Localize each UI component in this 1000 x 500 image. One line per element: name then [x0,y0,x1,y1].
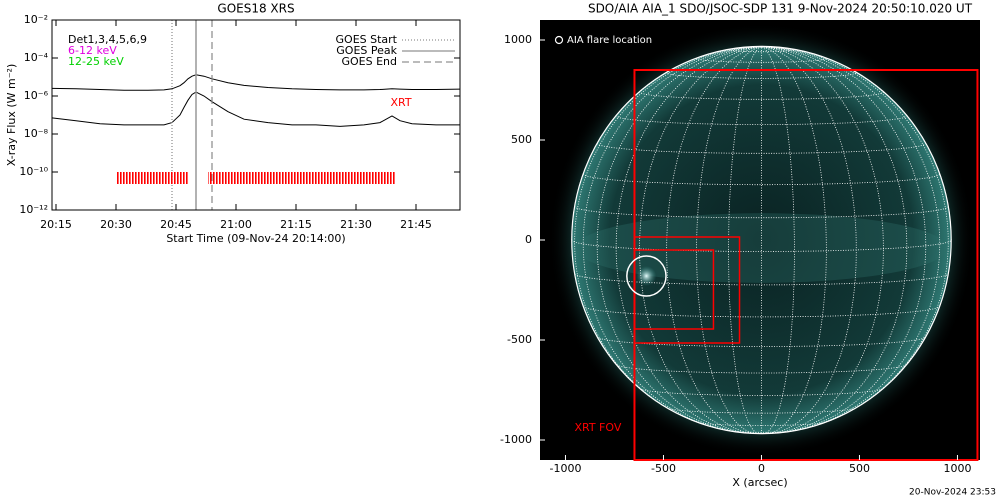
longitude-line [574,46,762,423]
x-axis-label: Start Time (09-Nov-24 20:14:00) [166,232,345,245]
x-tick-label: 21:00 [220,218,252,231]
longitude-line [728,46,762,434]
longitude-line [582,46,762,432]
fov-box [633,249,715,330]
longitude-line [615,46,762,433]
channel-label: 6-12 keV [68,44,117,57]
x-tick-label: -1000 [549,462,581,475]
latitude-line [571,239,952,252]
channel-label: 12-25 keV [68,55,124,68]
solar-limb [571,45,952,435]
solar-image [548,23,974,457]
latitude-line [597,336,926,347]
y-tick-label: 10⁻⁸ [24,127,49,140]
xrt-observation [208,172,396,184]
longitude-line [761,46,908,433]
plot-frame [51,19,461,211]
y-tick-label: 10⁻² [24,13,48,26]
channel-label: Det1,3,4,5,6,9 [68,33,147,46]
fov-label: XRT FOV [574,421,621,434]
longitude-line [639,46,762,434]
x-tick-label: -500 [651,462,676,475]
x-axis-label: X (arcsec) [732,476,787,489]
x-tick-label: 21:30 [340,218,372,231]
chart-title: SDO/AIA AIA_1 SDO/JSOC-SDP 131 9-Nov-202… [588,2,973,16]
flare-legend-label: AIA flare location [567,35,652,46]
x-tick-label: 20:30 [100,218,132,231]
chart-title: GOES18 XRS [217,2,294,16]
longitude-line [696,46,762,434]
legend-symbol [554,35,564,45]
longitude-line [761,46,795,434]
y-tick-label: 10⁻¹² [19,203,48,216]
latitude-line [574,273,949,286]
xrt-label: XRT [390,96,411,109]
y-tick-label: 1000 [504,33,532,46]
flare-marker [626,255,667,297]
latitude-line [639,91,884,100]
legend-label: GOES Start [336,33,398,46]
y-tick-label: 0 [525,233,532,246]
longitude-line [761,46,827,434]
x-tick-label: 21:45 [400,218,432,231]
legend-label: GOES End [341,55,397,68]
longitude-line [761,46,941,432]
latitude-line [696,57,827,63]
x-tick-label: 1000 [943,462,971,475]
flare-glow [636,266,657,286]
legend-label: GOES Peak [336,44,397,57]
y-tick-label: 500 [511,133,532,146]
latitude-line [727,49,795,53]
y-axis-label: X-ray Flux (W m⁻²) [5,64,18,166]
x-tick-label: 0 [758,462,765,475]
x-tick-label: 21:15 [280,218,312,231]
flux-line [51,74,461,91]
y-tick-label: 10⁻⁴ [24,51,49,64]
y-tick-label: 10⁻¹⁰ [19,165,48,178]
y-tick-label: -1000 [500,433,532,446]
xrt-observation [116,172,188,184]
footer: 20-Nov-2024 23:53 [909,488,996,498]
y-tick-label: -500 [507,333,532,346]
x-tick-label: 500 [849,462,870,475]
y-tick-label: 10⁻⁶ [24,89,49,102]
x-tick-label: 20:45 [160,218,192,231]
x-tick-label: 20:15 [40,218,72,231]
latitude-line [583,306,940,318]
longitude-line [761,46,884,434]
